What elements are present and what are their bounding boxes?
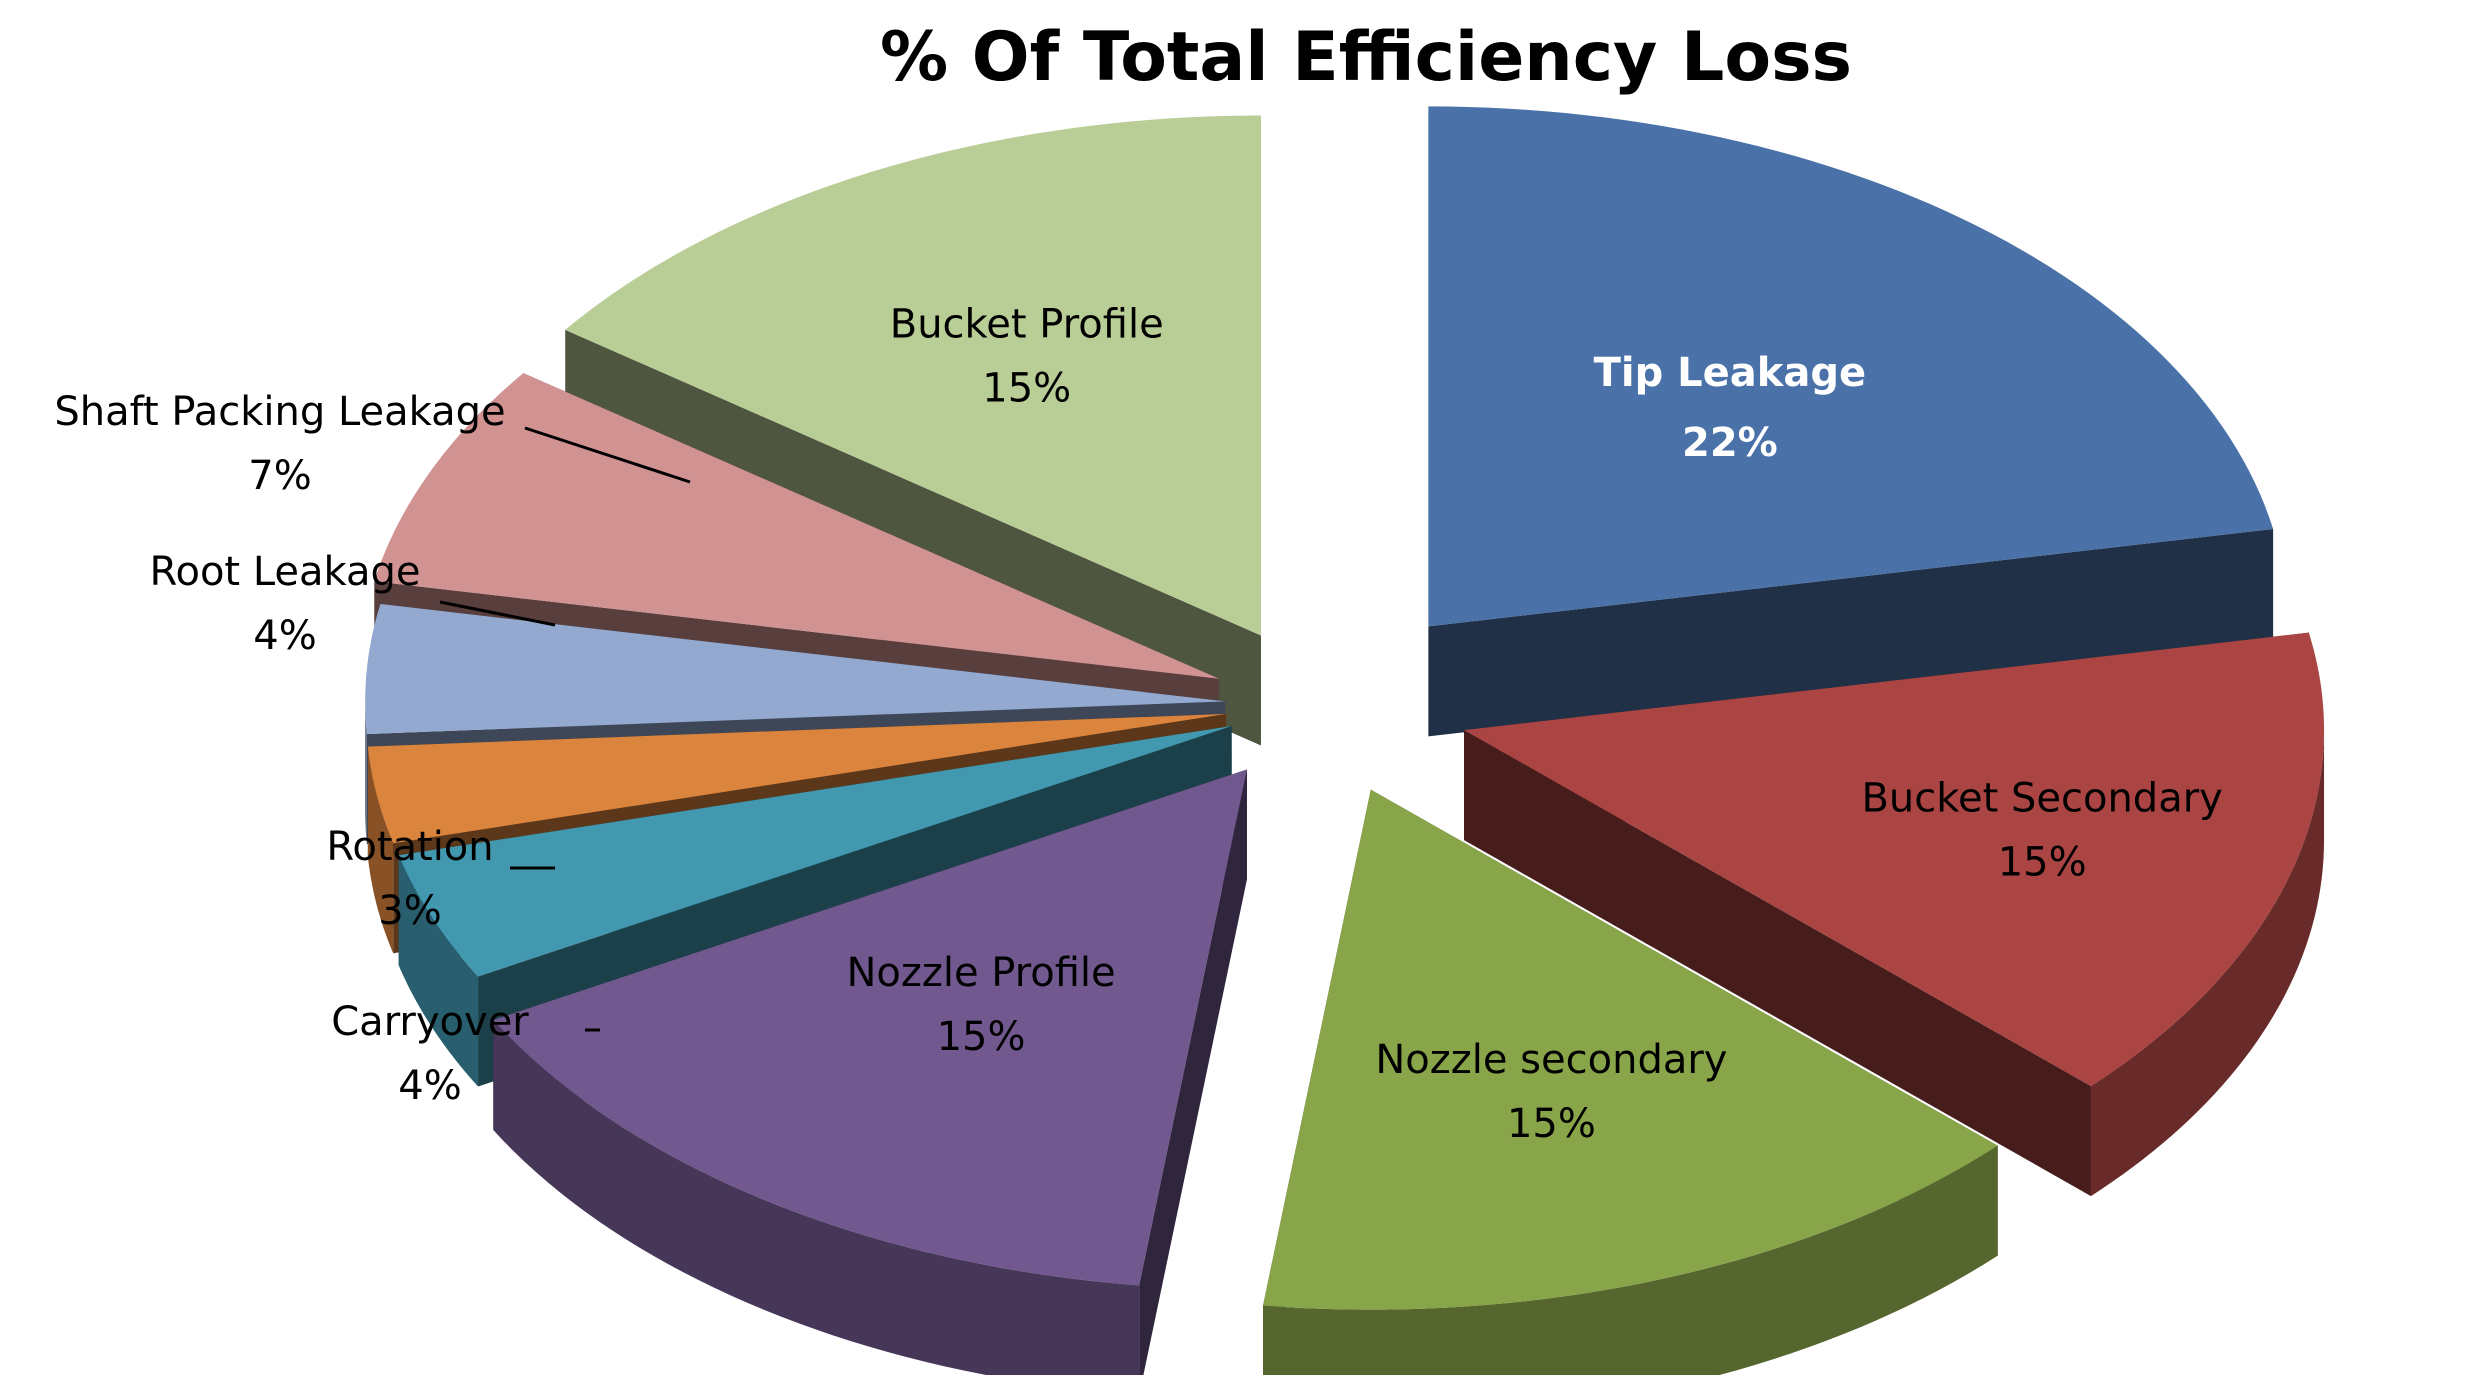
slice-label-value: 15% (982, 366, 1071, 412)
slice-top-face (1428, 106, 2274, 627)
pie-slice-nozzle-secondary (1263, 789, 1998, 1375)
slice-outer-wall (2090, 730, 2325, 1197)
slice-label-value: 15% (937, 1014, 1026, 1060)
slice-label-name: Nozzle Profile (846, 950, 1115, 996)
slice-label-name: Nozzle secondary (1375, 1037, 1727, 1083)
slice-label: Carryover 4% (331, 999, 529, 1109)
slice-label: Nozzle Profile 15% (846, 950, 1115, 1060)
slice-label-value: 22% (1682, 420, 1778, 466)
pie-slice-tip-leakage (1428, 106, 2274, 737)
slice-label-name: Rotation (326, 824, 493, 870)
slice-label-name: Bucket Profile (890, 302, 1164, 348)
slice-top-face (1464, 632, 2325, 1087)
slice-top-face (365, 603, 1226, 735)
slice-label-value: 15% (1507, 1101, 1596, 1147)
slice-side-wall (1139, 769, 1247, 1375)
slice-outer-wall (365, 701, 367, 845)
pie-slice-bucket-secondary (1464, 632, 2325, 1197)
slice-labels: Tip Leakage 22%Bucket Secondary 15%Nozzle … (54, 302, 2222, 1148)
slice-label-name: Bucket Secondary (1861, 776, 2222, 822)
slice-label: Shaft Packing Leakage 7% (54, 389, 505, 499)
slice-top-face (367, 713, 1227, 844)
slice-label-value: 4% (253, 613, 316, 659)
slice-outer-wall (398, 855, 479, 1087)
slice-label: Root Leakage 4% (149, 549, 420, 659)
slice-label-value: 4% (398, 1063, 461, 1109)
slice-label: Bucket Profile 15% (890, 302, 1164, 412)
slice-side-wall (1464, 730, 2091, 1197)
slice-label-value: 3% (378, 888, 441, 934)
slice-outer-wall (493, 1020, 1140, 1375)
slice-label: Nozzle secondary 15% (1375, 1037, 1727, 1147)
slice-top-face (374, 373, 1220, 679)
chart-title: % Of Total Efficiency Loss (879, 18, 1853, 97)
slice-label-value: 15% (1998, 840, 2087, 886)
slice-outer-wall (1263, 1145, 1998, 1375)
slice-top-face (1263, 789, 1998, 1310)
leader-line (439, 600, 556, 627)
slice-outer-wall (367, 746, 394, 954)
slice-label-name: Root Leakage (149, 549, 420, 595)
slice-label-name: Tip Leakage (1594, 350, 1867, 396)
slice-top-face (493, 769, 1247, 1286)
pie-slices (365, 106, 2325, 1375)
slice-top-face (398, 725, 1232, 977)
slice-top-face (565, 115, 1261, 636)
leader-line (524, 426, 691, 484)
slice-side-wall (1428, 528, 2274, 737)
pie-slice-nozzle-profile (493, 769, 1247, 1375)
slice-label-name: Shaft Packing Leakage (54, 389, 505, 435)
slice-label: Tip Leakage 22% (1594, 350, 1867, 466)
leader-lines (439, 426, 691, 1032)
slice-label: Rotation 3% (326, 824, 493, 934)
slice-label-value: 7% (248, 453, 311, 499)
slice-label: Bucket Secondary 15% (1861, 776, 2222, 886)
slice-label-name: Carryover (331, 999, 529, 1045)
